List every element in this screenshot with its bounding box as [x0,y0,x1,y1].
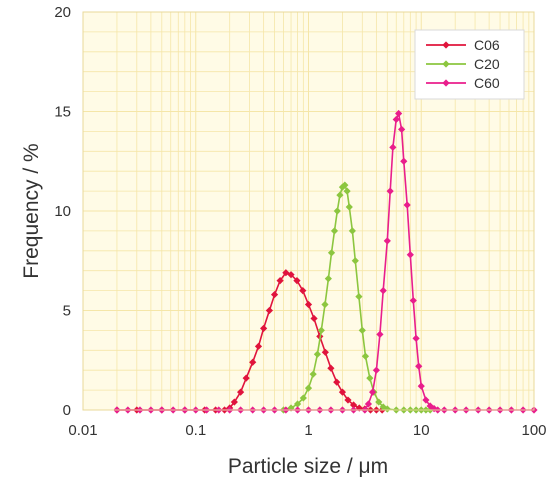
data-point [321,300,329,309]
data-point [242,374,250,382]
x-tick-label: 0.1 [185,422,206,439]
data-point [422,396,430,404]
legend-marker [442,79,450,87]
y-tick-label: 20 [54,4,71,21]
data-point [254,342,263,350]
legend-marker [442,60,450,68]
x-tick-label: 100 [521,422,546,439]
data-point [355,404,363,412]
data-point [368,388,377,396]
legend-label: C20 [474,56,500,72]
data-point [310,314,318,323]
data-point [348,227,356,235]
x-axis-label: Particle size / μm [228,455,388,478]
data-point [375,398,383,406]
data-point [230,398,238,406]
data-point [417,382,425,390]
data-point [299,394,307,402]
data-point [270,290,279,299]
data-point [379,287,387,295]
data-point [345,203,353,211]
data-point [406,251,414,259]
data-point [338,388,347,396]
data-point [249,358,257,366]
legend-item-c60: C60 [426,75,500,91]
legend-label: C60 [474,75,500,91]
data-point [383,405,391,413]
y-tick-label: 15 [54,104,71,121]
y-axis-label: Frequency / % [20,143,43,278]
x-tick-label: 1 [304,422,312,439]
data-point [395,109,403,118]
data-point [349,401,358,409]
data-point [400,157,408,165]
data-point [426,402,434,410]
data-point [327,249,336,257]
data-point [324,275,332,283]
data-point [372,366,380,374]
data-point [383,237,391,245]
data-point [287,271,295,279]
data-point [389,143,397,151]
data-point [361,352,370,360]
data-point [336,191,344,199]
data-point [293,400,302,408]
data-point [265,306,273,315]
data-point [313,350,322,358]
y-tick-label: 10 [54,203,71,220]
y-tick-label: 5 [63,303,71,320]
legend-item-c20: C20 [426,56,500,72]
data-point [403,201,411,209]
data-point [299,287,307,295]
data-point [343,187,351,195]
data-point [317,326,325,334]
legend-marker [442,41,450,49]
data-point [304,300,313,309]
data-point [341,181,349,189]
x-tick-label: 10 [413,422,430,439]
data-point [351,257,359,265]
data-point [358,326,366,334]
legend-item-c06: C06 [426,37,500,53]
data-point [327,364,335,372]
data-point [415,362,423,370]
data-point [260,324,268,333]
data-point [333,378,341,386]
data-point [392,115,400,124]
data-point [344,396,352,404]
tick-labels: 0.01 0.1 1 10 100 0 5 10 15 20 [54,4,546,439]
y-tick-label: 0 [63,402,71,419]
data-point [386,187,394,195]
grid [82,11,534,411]
legend: C06 C20 C60 [414,29,525,100]
data-point [309,370,317,378]
plot-frame [82,11,535,411]
data-point [276,277,284,285]
data-point [409,296,417,305]
data-point [364,400,373,408]
data-point [338,183,347,191]
data-point [304,384,313,392]
data-point [398,125,406,134]
data-point [366,374,374,382]
data-point [333,207,341,215]
data-point [321,348,329,356]
x-tick-label: 0.01 [68,422,97,439]
legend-label: C06 [474,37,500,53]
data-point [293,277,301,285]
data-point [330,227,339,235]
data-point [376,330,384,338]
data-point [355,292,363,301]
data-point [237,388,245,396]
data-point [412,334,420,342]
